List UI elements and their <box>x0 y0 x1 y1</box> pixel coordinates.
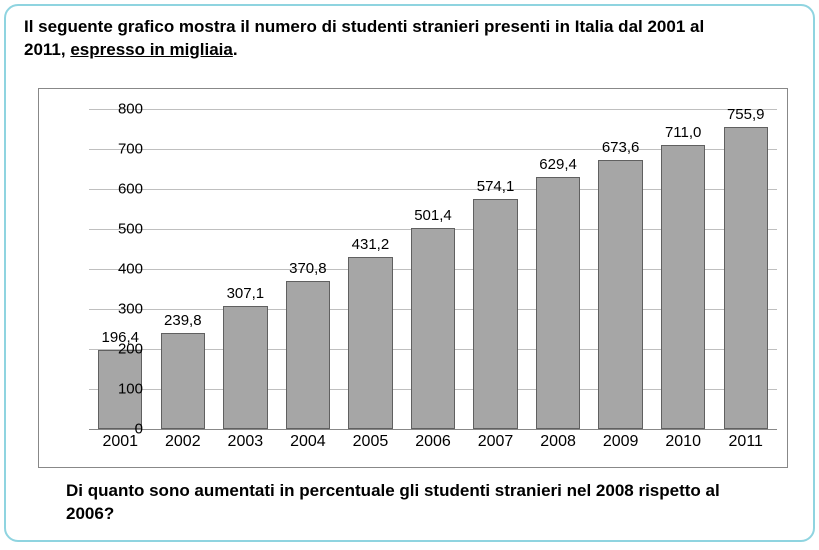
x-axis-tick-label: 2011 <box>714 433 777 451</box>
bar <box>411 228 455 429</box>
bar <box>473 199 517 429</box>
bar <box>286 281 330 429</box>
bar <box>724 127 768 429</box>
bar <box>598 160 642 429</box>
problem-frame: Il seguente grafico mostra il numero di … <box>4 4 815 542</box>
bar <box>661 145 705 429</box>
bar-value-label: 307,1 <box>214 285 277 302</box>
question-line-2: 2006? <box>66 503 795 526</box>
bar-value-label: 370,8 <box>277 260 340 277</box>
bar-value-label: 629,4 <box>527 156 590 173</box>
bar <box>223 306 267 429</box>
bar <box>348 257 392 429</box>
y-axis-tick-label: 400 <box>99 261 143 278</box>
bar-value-label: 673,6 <box>589 139 652 156</box>
intro-line-1: Il seguente grafico mostra il numero di … <box>24 16 795 39</box>
bar-value-label: 239,8 <box>152 312 215 329</box>
bar-slot: 755,9 <box>714 109 777 429</box>
bar-value-label: 711,0 <box>652 124 715 141</box>
x-axis-tick-label: 2007 <box>464 433 527 451</box>
bar-slot: 370,8 <box>277 109 340 429</box>
bar-slot: 711,0 <box>652 109 715 429</box>
bars-layer: 196,4239,8307,1370,8431,2501,4574,1629,4… <box>89 109 777 429</box>
x-axis-tick-label: 2006 <box>402 433 465 451</box>
y-axis-tick-label: 500 <box>99 221 143 238</box>
x-axis-tick-label: 2005 <box>339 433 402 451</box>
y-axis-tick-label: 300 <box>99 301 143 318</box>
intro-line-2: 2011, espresso in migliaia. <box>24 39 795 62</box>
y-axis-tick-label: 0 <box>99 421 143 438</box>
y-axis-tick-label: 700 <box>99 141 143 158</box>
bar <box>161 333 205 429</box>
y-axis-tick-label: 800 <box>99 101 143 118</box>
bar <box>536 177 580 429</box>
x-axis-tick-label: 2003 <box>214 433 277 451</box>
bar-slot: 574,1 <box>464 109 527 429</box>
bar-slot: 501,4 <box>402 109 465 429</box>
x-axis-tick-label: 2004 <box>277 433 340 451</box>
intro-line-2-underlined: espresso in migliaia <box>70 40 233 59</box>
bar-slot: 673,6 <box>589 109 652 429</box>
bar-value-label: 501,4 <box>402 207 465 224</box>
y-axis-tick-label: 200 <box>99 341 143 358</box>
bar-slot: 431,2 <box>339 109 402 429</box>
x-axis-baseline <box>89 429 777 430</box>
bar-slot: 239,8 <box>152 109 215 429</box>
intro-line-2-prefix: 2011, <box>24 40 70 59</box>
bar-slot: 307,1 <box>214 109 277 429</box>
y-axis-tick-label: 100 <box>99 381 143 398</box>
x-axis-tick-label: 2009 <box>589 433 652 451</box>
intro-text-block: Il seguente grafico mostra il numero di … <box>24 16 795 62</box>
x-axis-tick-label: 2002 <box>152 433 215 451</box>
question-line-1: Di quanto sono aumentati in percentuale … <box>66 480 795 503</box>
bar-chart: 196,4239,8307,1370,8431,2501,4574,1629,4… <box>38 88 788 468</box>
y-axis-tick-label: 600 <box>99 181 143 198</box>
x-axis-tick-label: 2008 <box>527 433 590 451</box>
x-axis-labels: 2001200220032004200520062007200820092010… <box>89 433 777 455</box>
bar-value-label: 431,2 <box>339 236 402 253</box>
question-text-block: Di quanto sono aumentati in percentuale … <box>66 480 795 526</box>
bar-value-label: 574,1 <box>464 178 527 195</box>
bar-value-label: 755,9 <box>714 106 777 123</box>
x-axis-tick-label: 2010 <box>652 433 715 451</box>
bar-slot: 629,4 <box>527 109 590 429</box>
intro-line-2-suffix: . <box>233 40 238 59</box>
